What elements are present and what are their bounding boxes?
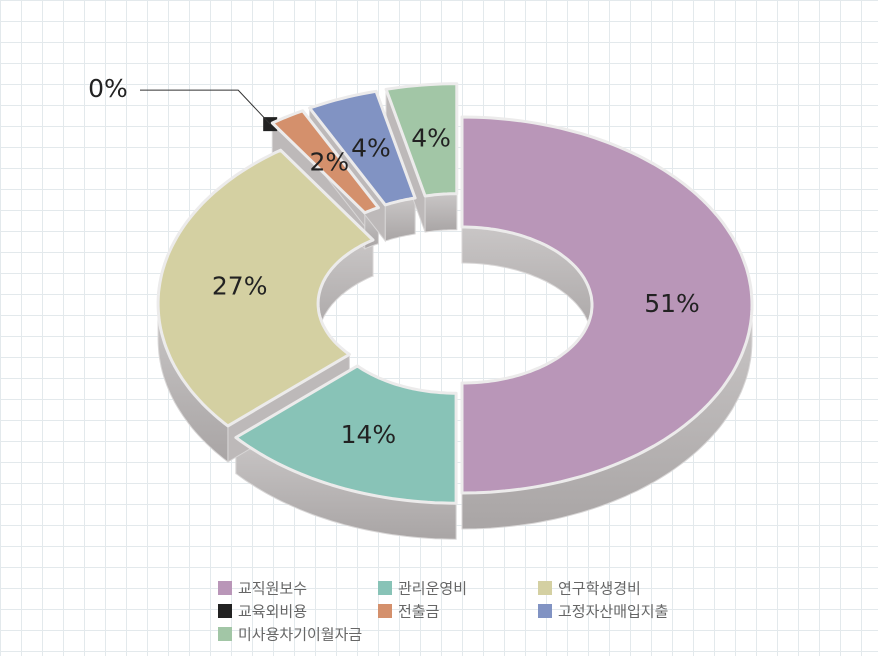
legend-label: 교육외비용 bbox=[238, 603, 307, 621]
slice bbox=[234, 364, 458, 505]
data-label: 27% bbox=[212, 271, 268, 300]
legend-swatch bbox=[218, 604, 232, 618]
legend-label: 연구학생경비 bbox=[558, 580, 641, 598]
slice bbox=[384, 82, 459, 198]
legend-swatch bbox=[218, 581, 232, 595]
data-label: 4% bbox=[351, 134, 391, 163]
slice bbox=[156, 148, 375, 428]
labels: 51%14%27%0%2% 4% 4% bbox=[88, 74, 700, 449]
data-label: 14% bbox=[341, 420, 397, 449]
legend-swatch bbox=[378, 604, 392, 618]
legend-swatch bbox=[378, 581, 392, 595]
legend-label: 전출금 bbox=[398, 603, 440, 621]
legend-swatch bbox=[538, 604, 552, 618]
data-label: 51% bbox=[644, 289, 700, 318]
slice bbox=[270, 109, 380, 215]
legend-swatch bbox=[218, 627, 232, 641]
data-label: 4% bbox=[411, 124, 451, 153]
data-label: 2% bbox=[310, 147, 350, 176]
slice bbox=[308, 89, 417, 207]
legend-swatch bbox=[538, 581, 552, 595]
legend-label: 고정자산매입지출 bbox=[558, 603, 668, 621]
leader-line bbox=[140, 89, 271, 125]
slice-inner-wall bbox=[424, 193, 458, 233]
data-label: 0% bbox=[88, 74, 128, 103]
slice bbox=[460, 115, 754, 495]
legend-label: 미사용차기이월자금 bbox=[238, 626, 362, 644]
slice-tops bbox=[156, 82, 754, 505]
legend-label: 관리운영비 bbox=[398, 580, 467, 598]
legend-label: 교직원보수 bbox=[238, 580, 307, 598]
